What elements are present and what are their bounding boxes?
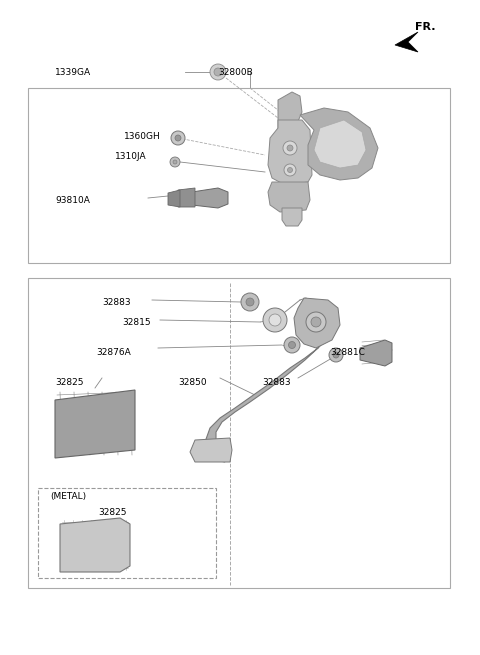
Text: 1360GH: 1360GH [124,132,161,141]
Circle shape [210,64,226,80]
Text: 32881C: 32881C [330,348,365,357]
Circle shape [246,298,254,306]
Text: 32800B: 32800B [218,68,253,77]
Circle shape [311,317,321,327]
Polygon shape [205,305,332,462]
Circle shape [333,352,339,358]
Bar [38,488,216,578]
Circle shape [171,131,185,145]
Text: 1339GA: 1339GA [55,68,91,77]
Polygon shape [300,108,378,180]
Polygon shape [282,208,302,226]
Circle shape [175,135,181,141]
Circle shape [283,141,297,155]
Polygon shape [178,188,195,207]
Circle shape [329,348,343,362]
Text: 32815: 32815 [122,318,151,327]
Text: 93810A: 93810A [55,196,90,205]
Circle shape [173,160,177,164]
Circle shape [284,337,300,353]
Polygon shape [268,120,312,185]
Polygon shape [55,390,135,458]
Circle shape [306,312,326,332]
Circle shape [288,341,296,348]
Text: (METAL): (METAL) [50,492,86,501]
Circle shape [214,68,222,76]
Polygon shape [278,92,302,132]
Polygon shape [395,32,418,52]
Text: 32876A: 32876A [96,348,131,357]
Text: 1310JA: 1310JA [115,152,146,161]
Polygon shape [268,182,310,212]
Circle shape [288,168,292,172]
Circle shape [287,145,293,151]
Text: FR.: FR. [415,22,435,32]
Polygon shape [192,188,228,208]
Text: 32850: 32850 [178,378,206,387]
Bar [28,88,450,263]
Polygon shape [168,190,180,207]
Polygon shape [314,120,366,168]
Circle shape [269,314,281,326]
Text: 32883: 32883 [102,298,131,307]
Text: 32825: 32825 [55,378,84,387]
Bar [28,278,450,588]
Circle shape [170,157,180,167]
Circle shape [284,164,296,176]
Polygon shape [60,518,130,572]
Polygon shape [190,438,232,462]
Polygon shape [294,298,340,348]
Text: 32883: 32883 [262,378,290,387]
Circle shape [263,308,287,332]
Text: 32825: 32825 [98,508,127,517]
Polygon shape [360,340,392,366]
Circle shape [241,293,259,311]
